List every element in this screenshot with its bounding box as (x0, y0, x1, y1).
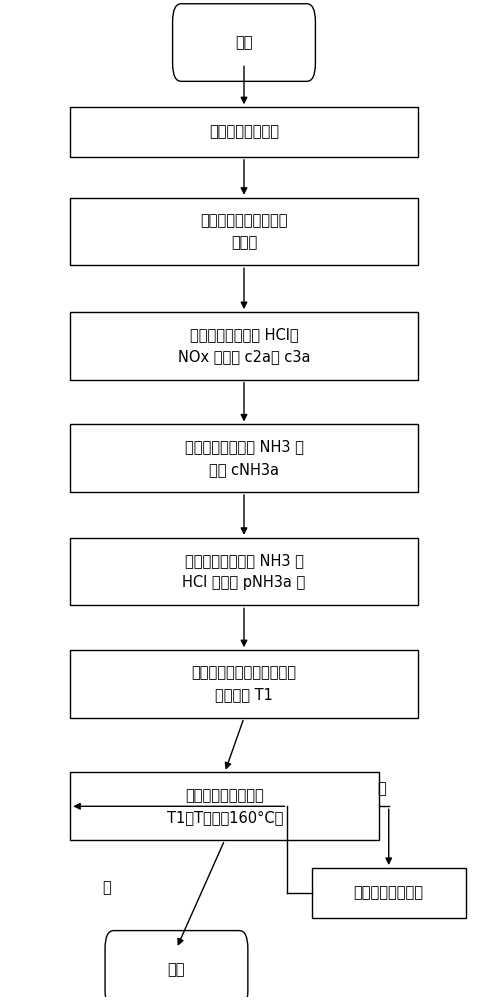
FancyBboxPatch shape (70, 198, 418, 265)
FancyBboxPatch shape (70, 107, 418, 157)
Text: 判断脱硝塔入口温度
T1＜T脱硝＜160°C？: 判断脱硝塔入口温度 T1＜T脱硝＜160°C？ (166, 788, 283, 825)
Text: 计算脱硝塔入口处氯化铵的
结晶温度 T1: 计算脱硝塔入口处氯化铵的 结晶温度 T1 (191, 665, 297, 703)
FancyBboxPatch shape (70, 424, 418, 492)
FancyBboxPatch shape (70, 650, 418, 718)
Text: 计算脱硝塔入口处 NH3 和
HCl 的分压 pNH3a 和: 计算脱硝塔入口处 NH3 和 HCl 的分压 pNH3a 和 (183, 553, 305, 590)
Text: 否: 否 (377, 781, 386, 796)
Text: 结束: 结束 (168, 962, 185, 977)
Text: 是: 是 (102, 880, 111, 895)
FancyBboxPatch shape (70, 538, 418, 605)
Text: 检测烟气状态数据: 检测烟气状态数据 (209, 125, 279, 140)
FancyBboxPatch shape (105, 931, 248, 1000)
FancyBboxPatch shape (173, 4, 315, 81)
Text: 计算系统中循环的活性
炭质量: 计算系统中循环的活性 炭质量 (200, 213, 288, 250)
Text: 计算脱硝塔入口处 NH3 的
浓度 cNH3a: 计算脱硝塔入口处 NH3 的 浓度 cNH3a (184, 440, 304, 477)
FancyBboxPatch shape (70, 312, 418, 380)
Text: 计算脱硫塔出口处 HCl、
NOx 的浓度 c2a、 c3a: 计算脱硫塔出口处 HCl、 NOx 的浓度 c2a、 c3a (178, 327, 310, 364)
Text: 调节脱硝塔内温度: 调节脱硝塔内温度 (354, 885, 424, 900)
FancyBboxPatch shape (70, 772, 379, 840)
Text: 开始: 开始 (235, 35, 253, 50)
FancyBboxPatch shape (311, 868, 466, 918)
